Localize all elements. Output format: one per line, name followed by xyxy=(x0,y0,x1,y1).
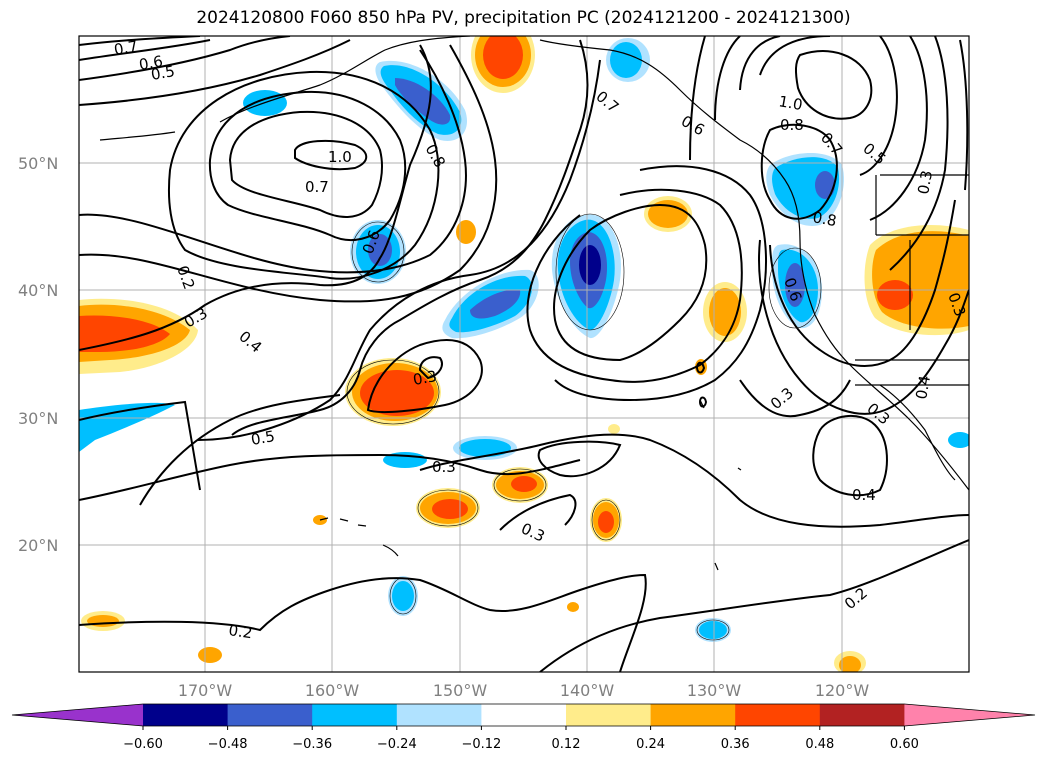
lat-label: 50°N xyxy=(18,154,58,173)
colorbar-bin xyxy=(735,704,821,726)
colorbar-bin xyxy=(650,704,736,726)
colorbar-tick-label: −0.12 xyxy=(461,737,501,752)
pv-label: 0.3 xyxy=(412,367,439,389)
map-title: 2024120800 F060 850 hPa PV, precipitatio… xyxy=(196,8,851,28)
colorbar-tick-label: −0.48 xyxy=(208,737,248,752)
lon-label: 170°W xyxy=(178,681,233,700)
colorbar-bin xyxy=(396,704,482,726)
pv-label: 0.4 xyxy=(852,486,876,504)
precip-negative-east-edge xyxy=(948,432,969,448)
colorbar-tick-label: 0.60 xyxy=(890,737,919,752)
precip-positive-small-10 xyxy=(87,615,119,627)
lon-label: 150°W xyxy=(433,681,488,700)
pv-label: 0.7 xyxy=(305,178,329,196)
precip-negative-135w-58n xyxy=(606,38,650,82)
precip-positive-144w-24n xyxy=(492,467,548,503)
colorbar: −0.60 −0.48 −0.36 −0.24 −0.12 0.12 0.24 0.36 0.4… xyxy=(11,703,1036,752)
precip-negative-156w-42n xyxy=(350,220,406,284)
precip-positive-small-3 xyxy=(608,424,620,434)
lon-label: 140°W xyxy=(560,681,615,700)
precip-positive-interior xyxy=(864,225,969,336)
colorbar-tick-label: 0.48 xyxy=(805,737,834,752)
lon-label: 130°W xyxy=(687,681,742,700)
pv-label: 0.7 xyxy=(113,37,140,59)
colorbar-bin xyxy=(566,704,652,726)
pv-label: 0.6 xyxy=(138,52,165,74)
colorbar-tick-label: −0.60 xyxy=(123,737,163,752)
precip-positive-138w-21n xyxy=(590,498,622,542)
precip-positive-150w-22n xyxy=(416,488,480,528)
pv-contours xyxy=(79,36,969,672)
lat-label: 30°N xyxy=(18,409,58,428)
lat-label: 20°N xyxy=(18,536,58,555)
colorbar-bin xyxy=(819,704,905,726)
precip-negative-130w-13n xyxy=(695,618,731,642)
precip-positive-small-7 xyxy=(198,647,222,663)
pv-label: 0.3 xyxy=(914,169,936,196)
lat-label: 40°N xyxy=(18,281,58,300)
colorbar-extend-max xyxy=(904,704,1035,726)
colorbar-extend-min xyxy=(12,704,143,726)
precip-negative-140w-41n xyxy=(551,214,621,339)
colorbar-bin xyxy=(227,704,313,726)
map-background xyxy=(79,36,969,672)
precip-positive-small-6 xyxy=(839,656,861,672)
pv-label: 0.4 xyxy=(912,374,934,401)
coastlines xyxy=(99,36,969,571)
longitude-labels: 170°W 160°W 150°W 140°W 130°W 120°W xyxy=(178,681,870,700)
colorbar-tick-label: −0.24 xyxy=(377,737,417,752)
colorbar-bin xyxy=(312,704,398,726)
colorbar-bin xyxy=(481,704,567,726)
lon-label: 160°W xyxy=(305,681,360,700)
lon-label: 120°W xyxy=(815,681,870,700)
pv-label: 0.2 xyxy=(227,621,253,642)
pv-label: 0.5 xyxy=(150,62,177,84)
pv-label: 0.8 xyxy=(811,208,838,230)
map-frame xyxy=(78,35,970,673)
pv-label: 0.5 xyxy=(250,427,277,449)
precip-positive-147w-58n xyxy=(471,36,535,93)
colorbar-tick-label: 0.36 xyxy=(721,737,750,752)
pv-label: 0.3 xyxy=(432,458,456,476)
precip-negative-123w-50n xyxy=(766,152,844,226)
precip-positive-133w-46n xyxy=(644,196,692,232)
colorbar-tick-label: 0.12 xyxy=(552,737,581,752)
colorbar-bin xyxy=(143,704,229,726)
precip-negative-155w-16n xyxy=(388,576,418,616)
colorbar-tick-label: −0.36 xyxy=(292,737,332,752)
precip-outlines xyxy=(346,213,822,641)
precip-positive-small-1 xyxy=(456,220,476,244)
precip-negative-154w-56n xyxy=(375,60,468,141)
pv-label: 0.8 xyxy=(780,116,804,134)
pv-label: 1.0 xyxy=(777,92,804,114)
latitude-labels: 50°N 40°N 30°N 20°N xyxy=(18,154,58,555)
pv-label: 1.0 xyxy=(328,148,352,166)
precip-positive-small-4 xyxy=(567,602,579,612)
colorbar-tick-label: 0.24 xyxy=(636,737,665,752)
